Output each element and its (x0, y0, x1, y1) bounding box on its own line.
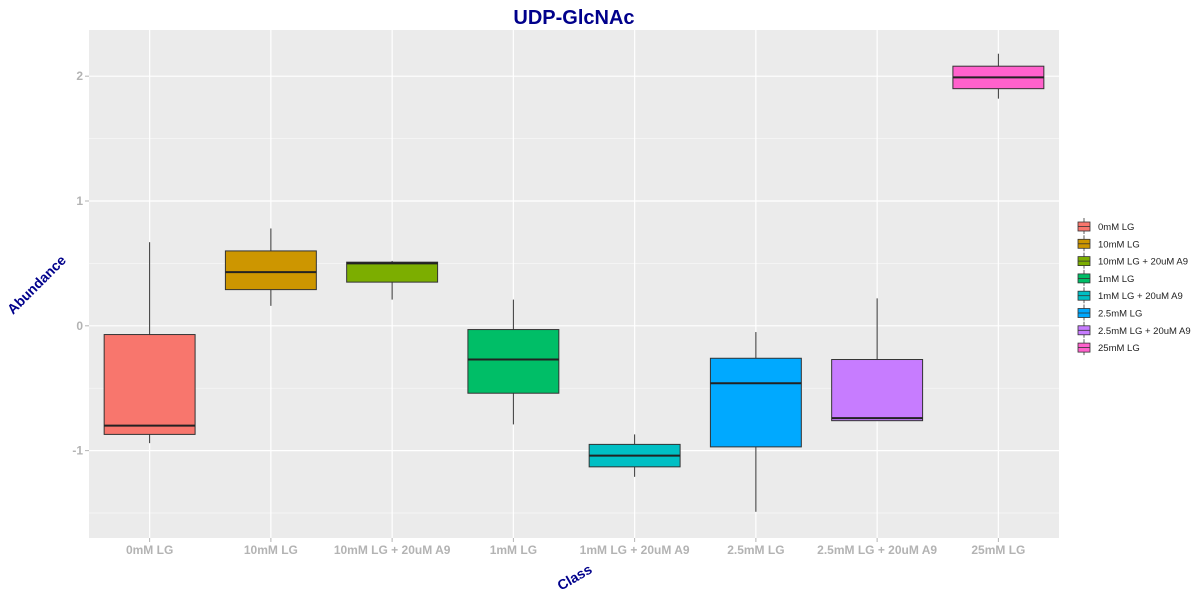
box-0 (103, 242, 196, 444)
legend-item: 1mM LG (1077, 269, 1134, 286)
legend-label: 2.5mM LG (1098, 309, 1142, 320)
box-4 (588, 434, 681, 477)
box-body (467, 329, 560, 394)
legend-item: 2.5mM LG + 20uM A9 (1077, 321, 1191, 338)
y-tick-label: 0 (76, 319, 83, 333)
y-axis-title: Abundance (4, 252, 69, 317)
legend-label: 10mM LG (1098, 239, 1140, 250)
y-tick-labels: -1 0 1 2 (72, 69, 89, 458)
x-tick-labels: 0mM LG 10mM LG 10mM LG + 20uM A9 1mM LG 1mM … (126, 538, 1025, 557)
x-tick-label: 0mM LG (126, 543, 173, 557)
y-tick-label: -1 (72, 444, 83, 458)
x-tick-label: 2.5mM LG + 20uM A9 (817, 543, 937, 557)
chart-title: UDP-GlcNAc (513, 7, 634, 29)
box-7 (952, 53, 1045, 99)
legend-item: 10mM LG (1077, 235, 1140, 252)
box-5 (709, 332, 802, 512)
legend-label: 1mM LG + 20uM A9 (1098, 291, 1183, 302)
box-body (346, 261, 439, 283)
legend-label: 2.5mM LG + 20uM A9 (1098, 326, 1191, 337)
boxes (103, 53, 1045, 512)
y-tick-label: 2 (76, 69, 83, 83)
x-tick-label: 1mM LG (490, 543, 537, 557)
box-body (709, 357, 802, 448)
box-body (103, 334, 196, 435)
legend-label: 0mM LG (1098, 222, 1134, 233)
legend-item: 0mM LG (1077, 218, 1134, 234)
x-tick-label: 2.5mM LG (727, 543, 784, 557)
legend-label: 10mM LG + 20uM A9 (1098, 257, 1188, 268)
legend-item: 2.5mM LG (1077, 304, 1142, 321)
x-tick-label: 10mM LG (244, 543, 298, 557)
x-axis-title: Class (554, 561, 595, 594)
box-2 (346, 260, 439, 300)
x-tick-label: 10mM LG + 20uM A9 (334, 543, 451, 557)
box-6 (831, 298, 924, 422)
box-body (224, 250, 317, 291)
box-body (831, 359, 924, 422)
legend-label: 1mM LG (1098, 274, 1134, 285)
box-3 (467, 299, 560, 425)
legend-label: 25mM LG (1098, 343, 1140, 354)
legend-item: 1mM LG + 20uM A9 (1077, 287, 1183, 304)
x-tick-label: 1mM LG + 20uM A9 (580, 543, 690, 557)
legend: 0mM LG 10mM LG 10mM LG + 20uM A9 1mM LG 1mM … (1077, 218, 1191, 356)
legend-item: 25mM LG (1077, 339, 1140, 356)
legend-item: 10mM LG + 20uM A9 (1077, 252, 1188, 269)
x-tick-label: 25mM LG (971, 543, 1025, 557)
y-tick-label: 1 (76, 194, 83, 208)
box-1 (224, 228, 317, 306)
